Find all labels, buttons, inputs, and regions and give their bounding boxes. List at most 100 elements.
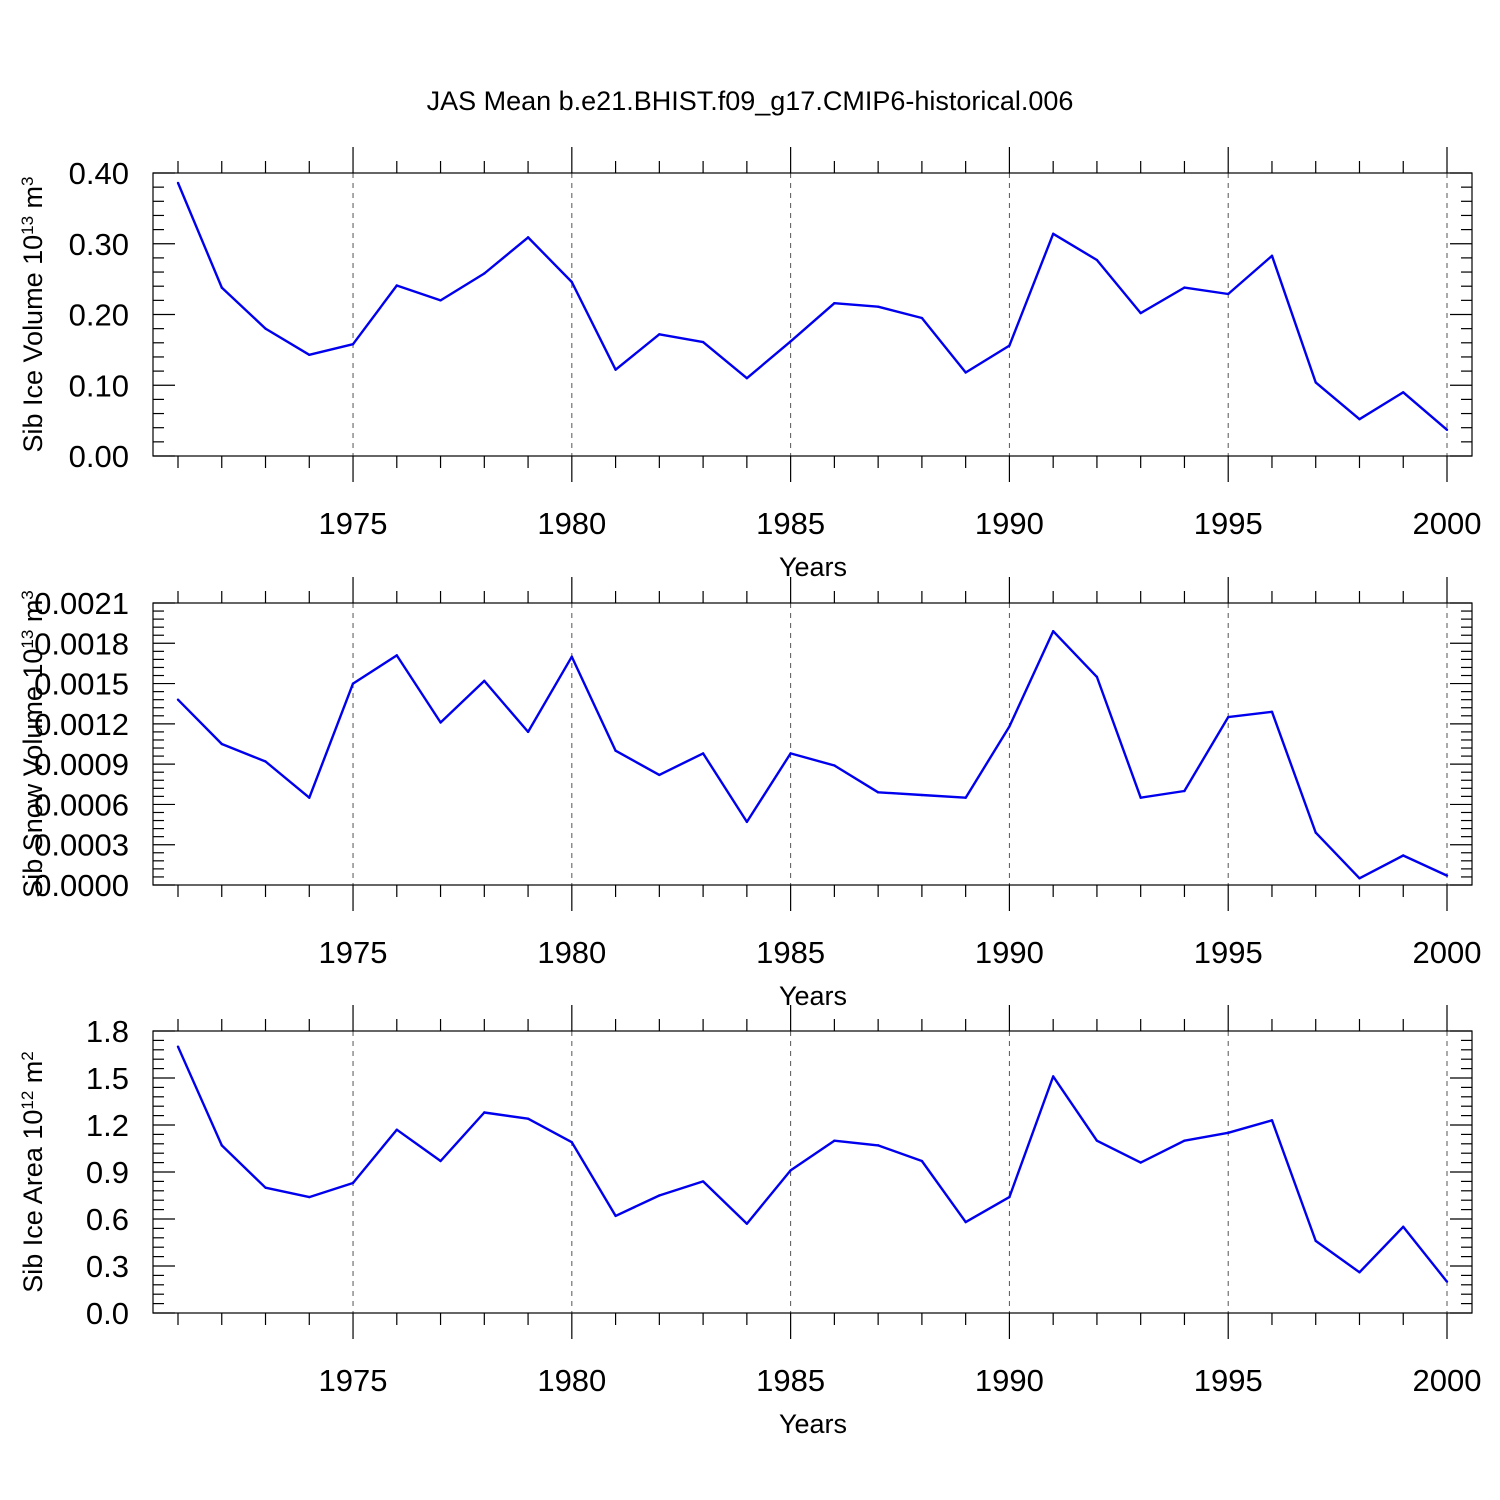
data-point bbox=[1402, 1225, 1405, 1229]
data-point bbox=[1183, 789, 1186, 793]
data-point bbox=[439, 299, 442, 302]
data-point bbox=[614, 368, 617, 371]
data-point bbox=[1095, 258, 1099, 262]
data-point bbox=[570, 1141, 574, 1144]
y-tick-label: 0.0003 bbox=[34, 828, 129, 863]
y-tick-label: 0.0 bbox=[86, 1296, 129, 1331]
data-point bbox=[395, 1128, 398, 1131]
data-point bbox=[264, 1186, 267, 1189]
y-axis-title: Sib Ice Area 1012 m2 bbox=[18, 1051, 49, 1293]
data-point bbox=[1008, 344, 1011, 347]
data-point bbox=[1095, 1139, 1099, 1142]
x-tick-label: 1980 bbox=[537, 1363, 606, 1398]
data-point bbox=[876, 791, 880, 794]
data-point bbox=[395, 284, 398, 287]
data-point bbox=[176, 1045, 180, 1048]
x-tick-label: 1975 bbox=[319, 935, 388, 970]
plot-frame bbox=[152, 172, 1473, 457]
data-point bbox=[1445, 874, 1449, 877]
y-tick-label: 0.6 bbox=[86, 1202, 129, 1237]
y-tick-label: 0.0009 bbox=[34, 747, 129, 782]
data-point bbox=[1139, 1161, 1142, 1164]
y-tick-label: 0.20 bbox=[69, 298, 129, 333]
x-tick-label: 2000 bbox=[1413, 506, 1482, 541]
data-point bbox=[1227, 292, 1230, 296]
data-point bbox=[1008, 1195, 1011, 1199]
data-point bbox=[701, 340, 705, 344]
data-point bbox=[439, 721, 442, 724]
panel-2: 1975 1980 1985 1990 1995 2000 0.0000 0.0003 0.00… bbox=[18, 577, 1481, 1011]
data-point bbox=[1051, 630, 1055, 633]
panel-3: 1975 1980 1985 1990 1995 2000 0.0 0.3 0.6 0.9 1.2 1… bbox=[18, 1005, 1482, 1439]
data-point bbox=[1139, 796, 1142, 799]
y-axis-title: Sib Ice Volume 1013 m3 bbox=[18, 176, 49, 452]
data-point bbox=[789, 1169, 792, 1172]
data-point bbox=[833, 301, 836, 305]
data-point bbox=[745, 820, 749, 824]
data-point bbox=[264, 760, 267, 763]
data-point bbox=[701, 1180, 705, 1183]
data-point bbox=[1051, 1075, 1055, 1078]
data-point bbox=[483, 1111, 486, 1114]
x-tick-label: 1990 bbox=[975, 1363, 1044, 1398]
data-point bbox=[1183, 286, 1186, 289]
y-tick-label: 0.0012 bbox=[34, 707, 129, 742]
data-point bbox=[789, 752, 792, 755]
x-tick-label: 1990 bbox=[975, 506, 1044, 541]
data-point bbox=[833, 764, 836, 767]
data-point bbox=[1358, 1271, 1361, 1274]
data-point bbox=[1227, 715, 1230, 719]
y-tick-label: 0.0015 bbox=[34, 667, 129, 702]
data-point bbox=[920, 316, 924, 320]
data-point bbox=[920, 793, 924, 797]
y-tick-label: 0.0021 bbox=[34, 586, 129, 621]
data-point bbox=[220, 1144, 223, 1147]
data-point bbox=[483, 679, 486, 683]
data-point bbox=[308, 796, 311, 799]
y-tick-label: 0.3 bbox=[86, 1249, 129, 1284]
series-line bbox=[177, 630, 1448, 880]
data-point bbox=[308, 353, 311, 357]
data-point bbox=[526, 730, 530, 734]
x-tick-label: 1975 bbox=[319, 506, 388, 541]
y-tick-label: 0.10 bbox=[69, 368, 129, 403]
x-tick-label: 2000 bbox=[1413, 1363, 1482, 1398]
data-point bbox=[526, 236, 530, 239]
data-point bbox=[1270, 710, 1274, 713]
data-point bbox=[220, 286, 223, 289]
data-point bbox=[658, 333, 661, 336]
data-point bbox=[876, 305, 880, 308]
data-point bbox=[1227, 1131, 1230, 1135]
data-point bbox=[833, 1139, 836, 1142]
x-axis-title: Years bbox=[779, 1409, 847, 1439]
data-point bbox=[1095, 675, 1099, 679]
y-axis-title: Sib Snow Volume 1013 m3 bbox=[18, 590, 49, 898]
x-tick-label: 1980 bbox=[537, 935, 606, 970]
x-tick-label: 1985 bbox=[756, 935, 825, 970]
plot-frame bbox=[152, 602, 1473, 886]
data-point bbox=[176, 181, 180, 185]
data-point bbox=[220, 742, 223, 746]
data-point bbox=[439, 1159, 442, 1163]
data-point bbox=[701, 752, 705, 755]
y-tick-label: 1.8 bbox=[86, 1014, 129, 1049]
y-tick-label: 0.9 bbox=[86, 1155, 129, 1190]
x-tick-label: 1975 bbox=[319, 1363, 388, 1398]
x-tick-label: 1990 bbox=[975, 935, 1044, 970]
data-point bbox=[1314, 1239, 1317, 1243]
data-point bbox=[1270, 254, 1274, 257]
y-tick-label: 1.5 bbox=[86, 1061, 129, 1096]
x-tick-label: 1985 bbox=[756, 506, 825, 541]
y-tick-label: 0.0000 bbox=[34, 868, 129, 903]
y-tick-label: 0.00 bbox=[69, 439, 129, 474]
data-point bbox=[351, 343, 355, 346]
data-point bbox=[1270, 1119, 1274, 1122]
data-point bbox=[745, 376, 749, 380]
data-point bbox=[351, 1181, 355, 1185]
data-point bbox=[1358, 877, 1361, 880]
x-tick-label: 1995 bbox=[1194, 935, 1263, 970]
series-line bbox=[176, 1046, 1448, 1283]
data-point bbox=[964, 371, 967, 374]
data-point bbox=[1051, 232, 1055, 236]
